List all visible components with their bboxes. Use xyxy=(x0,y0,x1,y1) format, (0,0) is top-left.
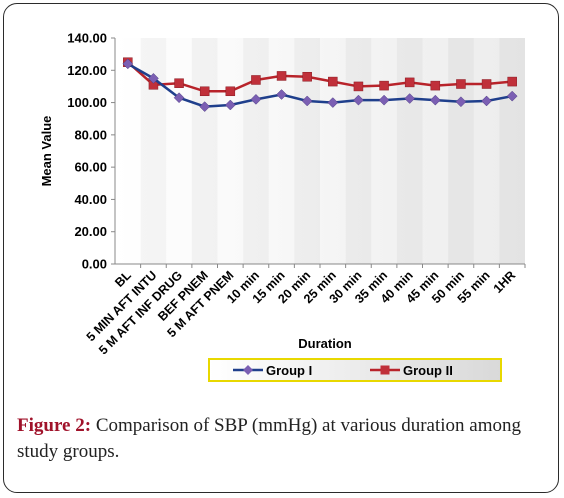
series-line xyxy=(126,61,513,93)
series-line xyxy=(127,62,513,108)
y-tick-label: 0.00 xyxy=(82,257,107,272)
y-tick-label: 120.00 xyxy=(67,63,107,78)
category-band xyxy=(448,38,474,264)
data-point xyxy=(481,79,492,89)
data-point xyxy=(224,99,236,111)
legend-label-group-ii: Group II xyxy=(403,363,453,378)
data-point xyxy=(250,93,262,105)
data-point xyxy=(199,86,210,97)
data-point xyxy=(174,78,184,88)
legend-box xyxy=(208,358,502,382)
legend-label-group-i: Group I xyxy=(266,363,312,378)
data-point xyxy=(378,94,390,106)
series-group xyxy=(122,57,518,112)
y-tick-label: 20.00 xyxy=(74,224,107,239)
data-point xyxy=(327,97,339,108)
data-point xyxy=(404,93,416,104)
data-point xyxy=(148,73,159,84)
y-tick-labels: 0.00 20.00 40.00 60.00 80.00 100.00 120.00 140.… xyxy=(67,31,115,272)
series-1 xyxy=(122,58,518,112)
line-chart: 0.00 20.00 40.00 60.00 80.00 100.00 120.00 140.… xyxy=(39,31,526,382)
data-point xyxy=(122,58,134,70)
plot-area xyxy=(115,38,525,264)
category-band xyxy=(346,38,372,264)
data-point xyxy=(429,94,441,106)
y-tick-label: 100.00 xyxy=(67,95,107,110)
data-point xyxy=(302,71,312,82)
caption-label: Figure 2: xyxy=(17,415,92,436)
category-band xyxy=(499,38,525,264)
data-point xyxy=(481,95,492,107)
data-point xyxy=(276,71,287,81)
legend-marker-group-ii xyxy=(380,365,390,375)
x-tick-label: 1HR xyxy=(491,268,519,296)
data-point xyxy=(455,96,467,108)
legend: Group I Group II xyxy=(208,358,502,382)
data-point xyxy=(506,90,518,102)
x-axis-label: Duration xyxy=(298,336,352,351)
data-point xyxy=(507,76,517,87)
legend-marker-group-i xyxy=(243,365,253,375)
caption-text: Comparison of SBP (mmHg) at various dura… xyxy=(17,415,521,462)
data-point xyxy=(276,89,287,100)
data-point xyxy=(251,75,261,85)
y-tick-label: 40.00 xyxy=(74,192,107,207)
y-tick-label: 140.00 xyxy=(67,31,107,46)
y-tick-label: 80.00 xyxy=(74,127,107,142)
y-axis-label: Mean Value xyxy=(39,116,54,187)
series-2 xyxy=(123,57,517,97)
data-point xyxy=(328,76,338,87)
data-point xyxy=(353,94,364,106)
data-point xyxy=(199,101,211,112)
data-point xyxy=(430,80,441,91)
data-point xyxy=(301,95,313,107)
category-band xyxy=(243,38,269,264)
category-band xyxy=(294,38,320,264)
data-point xyxy=(353,81,364,92)
y-tick-label: 60.00 xyxy=(74,160,107,175)
data-point xyxy=(173,92,185,104)
data-point xyxy=(404,77,415,88)
category-band xyxy=(192,38,218,264)
data-point xyxy=(456,79,466,89)
data-point xyxy=(225,86,236,97)
data-point xyxy=(379,80,389,91)
category-band xyxy=(397,38,423,264)
figure-caption: Figure 2: Comparison of SBP (mmHg) at va… xyxy=(17,413,555,465)
